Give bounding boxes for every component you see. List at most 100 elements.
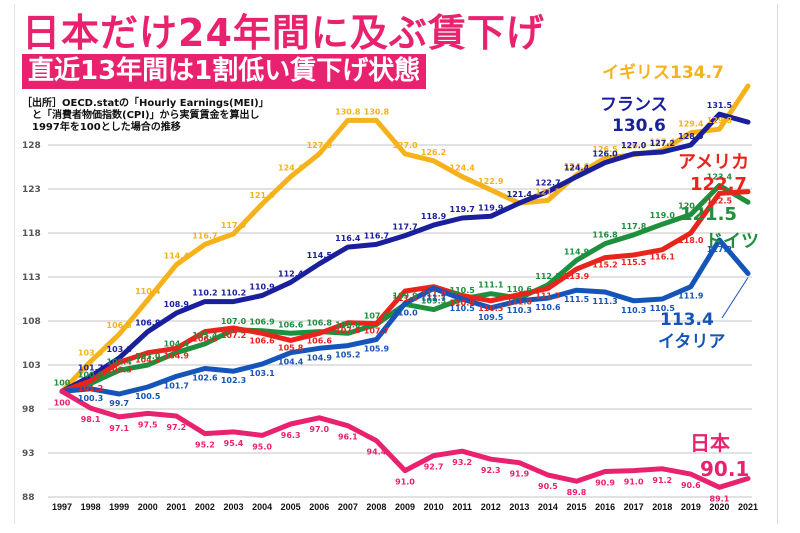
data-label: 106.6: [249, 336, 275, 345]
data-label: 97.2: [166, 423, 186, 432]
data-label: 104.4: [164, 340, 190, 349]
x-tick-label: 2003: [223, 502, 243, 512]
data-label: 103.8: [107, 345, 133, 354]
data-label: 127.0: [307, 141, 333, 150]
data-label: 106.8: [192, 335, 218, 344]
data-label: 124.4: [564, 164, 590, 173]
source-note: ［出所］OECD.statの「Hourly Earnings(MEI)」 と「消…: [22, 98, 269, 134]
data-label: 130.8: [364, 107, 390, 116]
data-label: 111.7: [535, 291, 560, 300]
data-label: 95.0: [252, 442, 272, 451]
x-tick-label: 2002: [195, 502, 215, 512]
data-label: 89.8: [567, 488, 587, 497]
chart-subtitle: 直近13年間は1割低い賃下げ状態: [22, 54, 427, 89]
data-label: 124.4: [278, 164, 304, 173]
data-label: 105.4: [192, 331, 218, 340]
data-label: 107.6: [364, 312, 390, 321]
leader-line: [721, 277, 749, 319]
data-label: 92.3: [481, 466, 501, 475]
x-tick-label: 2004: [252, 502, 272, 512]
x-tick-label: 2010: [424, 502, 444, 512]
data-label: 121.7: [535, 187, 560, 196]
data-label: 106.9: [249, 318, 275, 327]
data-label: 94.4: [367, 448, 387, 457]
data-label: 99.7: [109, 399, 129, 408]
data-label: 91.9: [509, 470, 529, 479]
data-label: 130.8: [335, 107, 361, 116]
data-label: 111.0: [507, 298, 533, 307]
data-label: 100.3: [78, 394, 103, 403]
y-axis-ticks: 88 93 98 103 108 113 118 123 128: [22, 141, 41, 503]
data-label: 119.0: [650, 211, 676, 220]
data-label: 112.1: [535, 272, 561, 281]
data-label: 108.9: [164, 300, 190, 309]
data-label: 113.9: [564, 272, 590, 281]
data-label: 122.9: [478, 177, 504, 186]
data-label: 95.4: [224, 439, 244, 448]
data-label: 110.3: [621, 306, 646, 315]
x-tick-label: 2021: [738, 502, 758, 512]
x-tick-label: 2008: [366, 502, 386, 512]
data-label: 121.4: [507, 190, 533, 199]
data-label: 103.3: [107, 365, 132, 374]
data-label: 105.2: [335, 351, 360, 360]
data-label: 107.8: [335, 326, 361, 335]
source-line: と「消費者物価指数(CPI)」から実質賃金を算出し: [22, 110, 260, 121]
series-name-label: フランス: [600, 95, 668, 115]
data-label: 96.3: [281, 431, 301, 440]
x-tick-label: 2015: [566, 502, 586, 512]
data-label: 117.7: [392, 223, 417, 232]
data-label: 121.3: [249, 191, 274, 200]
series-lines: [59, 83, 751, 490]
series-line-フランス: [59, 111, 751, 394]
y-tick-label: 123: [22, 185, 41, 195]
data-label: 106.6: [335, 320, 361, 329]
data-label: 106.6: [307, 336, 333, 345]
series-final-value: 90.1: [700, 457, 749, 481]
data-label: 97.5: [138, 420, 158, 429]
data-label: 101.7: [78, 363, 103, 372]
data-label: 115.2: [592, 261, 617, 270]
data-label: 110.9: [249, 282, 275, 291]
data-label: 98.1: [81, 415, 101, 424]
data-label: 110.3: [478, 304, 503, 313]
x-tick-label: 1997: [52, 502, 72, 512]
data-label: 101.2: [78, 384, 103, 393]
x-tick-label: 2001: [166, 502, 186, 512]
data-label: 122.7: [535, 179, 560, 188]
x-tick-label: 2019: [681, 502, 701, 512]
data-label: 110.6: [535, 303, 561, 312]
data-label: 92.7: [424, 463, 444, 472]
x-tick-label: 2009: [395, 502, 415, 512]
data-label: 97.0: [309, 425, 329, 434]
x-tick-label: 1999: [109, 502, 129, 512]
data-label: 119.7: [450, 205, 475, 214]
data-label: 103.1: [249, 369, 275, 378]
x-tick-label: 2000: [138, 502, 158, 512]
x-tick-label: 2006: [309, 502, 329, 512]
data-label: 95.2: [195, 441, 215, 450]
data-label: 110.6: [507, 285, 533, 294]
data-label: 128.0: [678, 132, 704, 141]
data-label: 90.5: [538, 482, 558, 491]
x-tick-label: 2016: [595, 502, 615, 512]
data-label: 100: [54, 378, 71, 387]
data-label: 109.5: [478, 313, 504, 322]
series-name-label: イタリア: [658, 332, 725, 352]
data-label: 110.5: [450, 286, 476, 295]
data-label: 124.6: [564, 162, 590, 171]
data-label: 100.9: [78, 370, 104, 379]
data-label: 116.7: [192, 231, 217, 240]
data-label: 96.1: [338, 433, 358, 442]
data-label: 127.2: [650, 139, 675, 148]
data-label: 116.7: [364, 231, 389, 240]
data-label: 120.1: [678, 202, 704, 211]
series-end-labels: イギリス134.7フランス130.6アメリカ122.7ドイツ121.5イタリア1…: [600, 63, 759, 481]
y-tick-label: 93: [22, 449, 35, 459]
data-label: 117.2: [707, 245, 732, 254]
x-tick-label: 2012: [481, 502, 501, 512]
data-label: 129.8: [707, 116, 733, 125]
data-label: 100.5: [135, 392, 161, 401]
data-label: 124.4: [450, 164, 476, 173]
